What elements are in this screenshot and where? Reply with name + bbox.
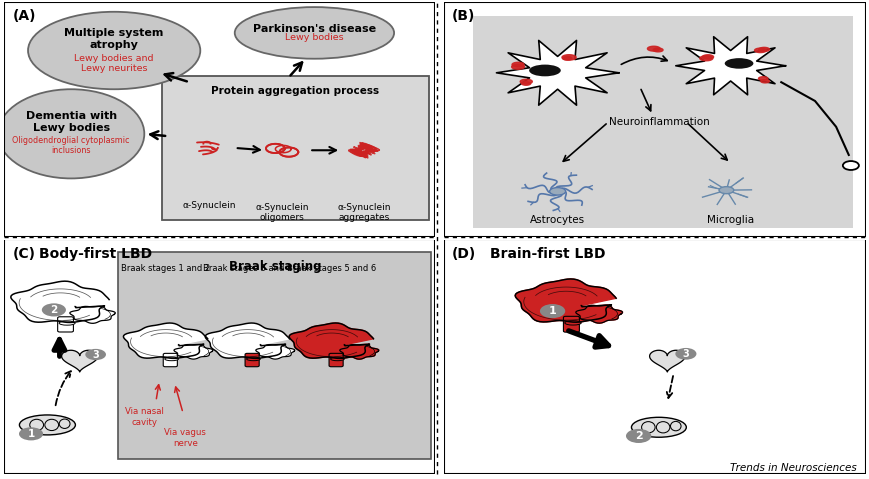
Text: Via vagus
nerve: Via vagus nerve <box>164 428 206 448</box>
Polygon shape <box>10 281 109 322</box>
Polygon shape <box>289 323 373 358</box>
Ellipse shape <box>842 161 858 170</box>
Ellipse shape <box>330 357 344 361</box>
Ellipse shape <box>246 357 260 361</box>
Text: Astrocytes: Astrocytes <box>529 215 585 225</box>
Circle shape <box>42 303 66 317</box>
Text: (C): (C) <box>13 247 36 261</box>
Ellipse shape <box>164 357 178 361</box>
Polygon shape <box>340 344 378 359</box>
Text: Dementia with
Lewy bodies: Dementia with Lewy bodies <box>25 111 116 133</box>
Text: 3: 3 <box>92 350 99 360</box>
Circle shape <box>626 429 651 443</box>
Text: Multiple system
atrophy: Multiple system atrophy <box>64 28 163 49</box>
Text: Braak stages 5 and 6: Braak stages 5 and 6 <box>287 264 375 273</box>
Text: Braak stages 1 and 2: Braak stages 1 and 2 <box>121 264 210 273</box>
Text: Braak staging: Braak staging <box>229 260 322 273</box>
FancyBboxPatch shape <box>57 317 73 332</box>
FancyBboxPatch shape <box>118 252 430 459</box>
FancyBboxPatch shape <box>328 354 342 367</box>
Text: Trends in Neurosciences: Trends in Neurosciences <box>729 463 856 473</box>
Polygon shape <box>647 46 660 51</box>
Polygon shape <box>514 279 615 322</box>
Text: 2: 2 <box>634 431 642 441</box>
Polygon shape <box>760 80 768 83</box>
Text: (B): (B) <box>452 10 475 23</box>
Polygon shape <box>255 344 295 359</box>
Polygon shape <box>496 40 618 105</box>
Polygon shape <box>174 344 213 359</box>
FancyBboxPatch shape <box>245 354 259 367</box>
Text: 3: 3 <box>682 349 688 359</box>
Polygon shape <box>753 48 766 53</box>
Text: α-Synuclein
aggregates: α-Synuclein aggregates <box>337 203 390 222</box>
Polygon shape <box>575 306 622 323</box>
Text: α-Synuclein: α-Synuclein <box>182 201 235 210</box>
Ellipse shape <box>528 65 561 76</box>
Polygon shape <box>123 323 208 358</box>
Polygon shape <box>561 55 575 60</box>
Text: Parkinson's disease: Parkinson's disease <box>253 24 375 34</box>
Polygon shape <box>62 350 97 372</box>
FancyBboxPatch shape <box>162 76 428 219</box>
Text: Via nasal
cavity: Via nasal cavity <box>125 407 163 427</box>
Circle shape <box>674 348 696 360</box>
Text: 1: 1 <box>548 306 556 316</box>
FancyBboxPatch shape <box>563 316 579 332</box>
Ellipse shape <box>724 58 753 68</box>
Text: Brain-first LBD: Brain-first LBD <box>489 247 605 261</box>
Polygon shape <box>653 48 662 52</box>
Text: Braak stages 3 and 4: Braak stages 3 and 4 <box>202 264 292 273</box>
Ellipse shape <box>549 188 565 195</box>
Text: 1: 1 <box>28 429 35 439</box>
Text: Body-first LBD: Body-first LBD <box>39 247 152 261</box>
Text: Lewy bodies and
Lewy neurites: Lewy bodies and Lewy neurites <box>75 54 154 73</box>
Text: Microglia: Microglia <box>706 215 753 225</box>
Polygon shape <box>521 82 530 85</box>
Circle shape <box>85 349 106 360</box>
Polygon shape <box>205 323 289 358</box>
Circle shape <box>540 304 565 318</box>
Polygon shape <box>511 64 524 69</box>
Polygon shape <box>758 47 769 51</box>
Ellipse shape <box>28 12 200 89</box>
Ellipse shape <box>59 321 75 325</box>
Text: α-Synuclein
oligomers: α-Synuclein oligomers <box>255 203 308 222</box>
FancyBboxPatch shape <box>163 354 177 367</box>
Text: 2: 2 <box>50 305 57 315</box>
Ellipse shape <box>718 187 733 194</box>
Circle shape <box>19 427 43 440</box>
Polygon shape <box>649 350 684 372</box>
Ellipse shape <box>0 89 144 178</box>
Polygon shape <box>758 77 767 80</box>
Ellipse shape <box>19 415 76 435</box>
Polygon shape <box>675 37 785 95</box>
Ellipse shape <box>631 417 686 437</box>
Text: Lewy bodies: Lewy bodies <box>285 33 343 42</box>
Polygon shape <box>701 55 713 59</box>
Polygon shape <box>512 62 523 67</box>
Polygon shape <box>520 79 532 84</box>
Polygon shape <box>70 307 116 323</box>
Text: (D): (D) <box>452 247 476 261</box>
Text: Protein aggregation process: Protein aggregation process <box>211 86 379 96</box>
Polygon shape <box>562 57 571 60</box>
Ellipse shape <box>564 321 580 325</box>
Text: Oligodendroglial cytoplasmic
inclusions: Oligodendroglial cytoplasmic inclusions <box>12 136 129 155</box>
Polygon shape <box>699 56 712 61</box>
Text: Neuroinflammation: Neuroinflammation <box>607 117 708 127</box>
Text: (A): (A) <box>13 10 36 23</box>
Ellipse shape <box>235 7 394 59</box>
